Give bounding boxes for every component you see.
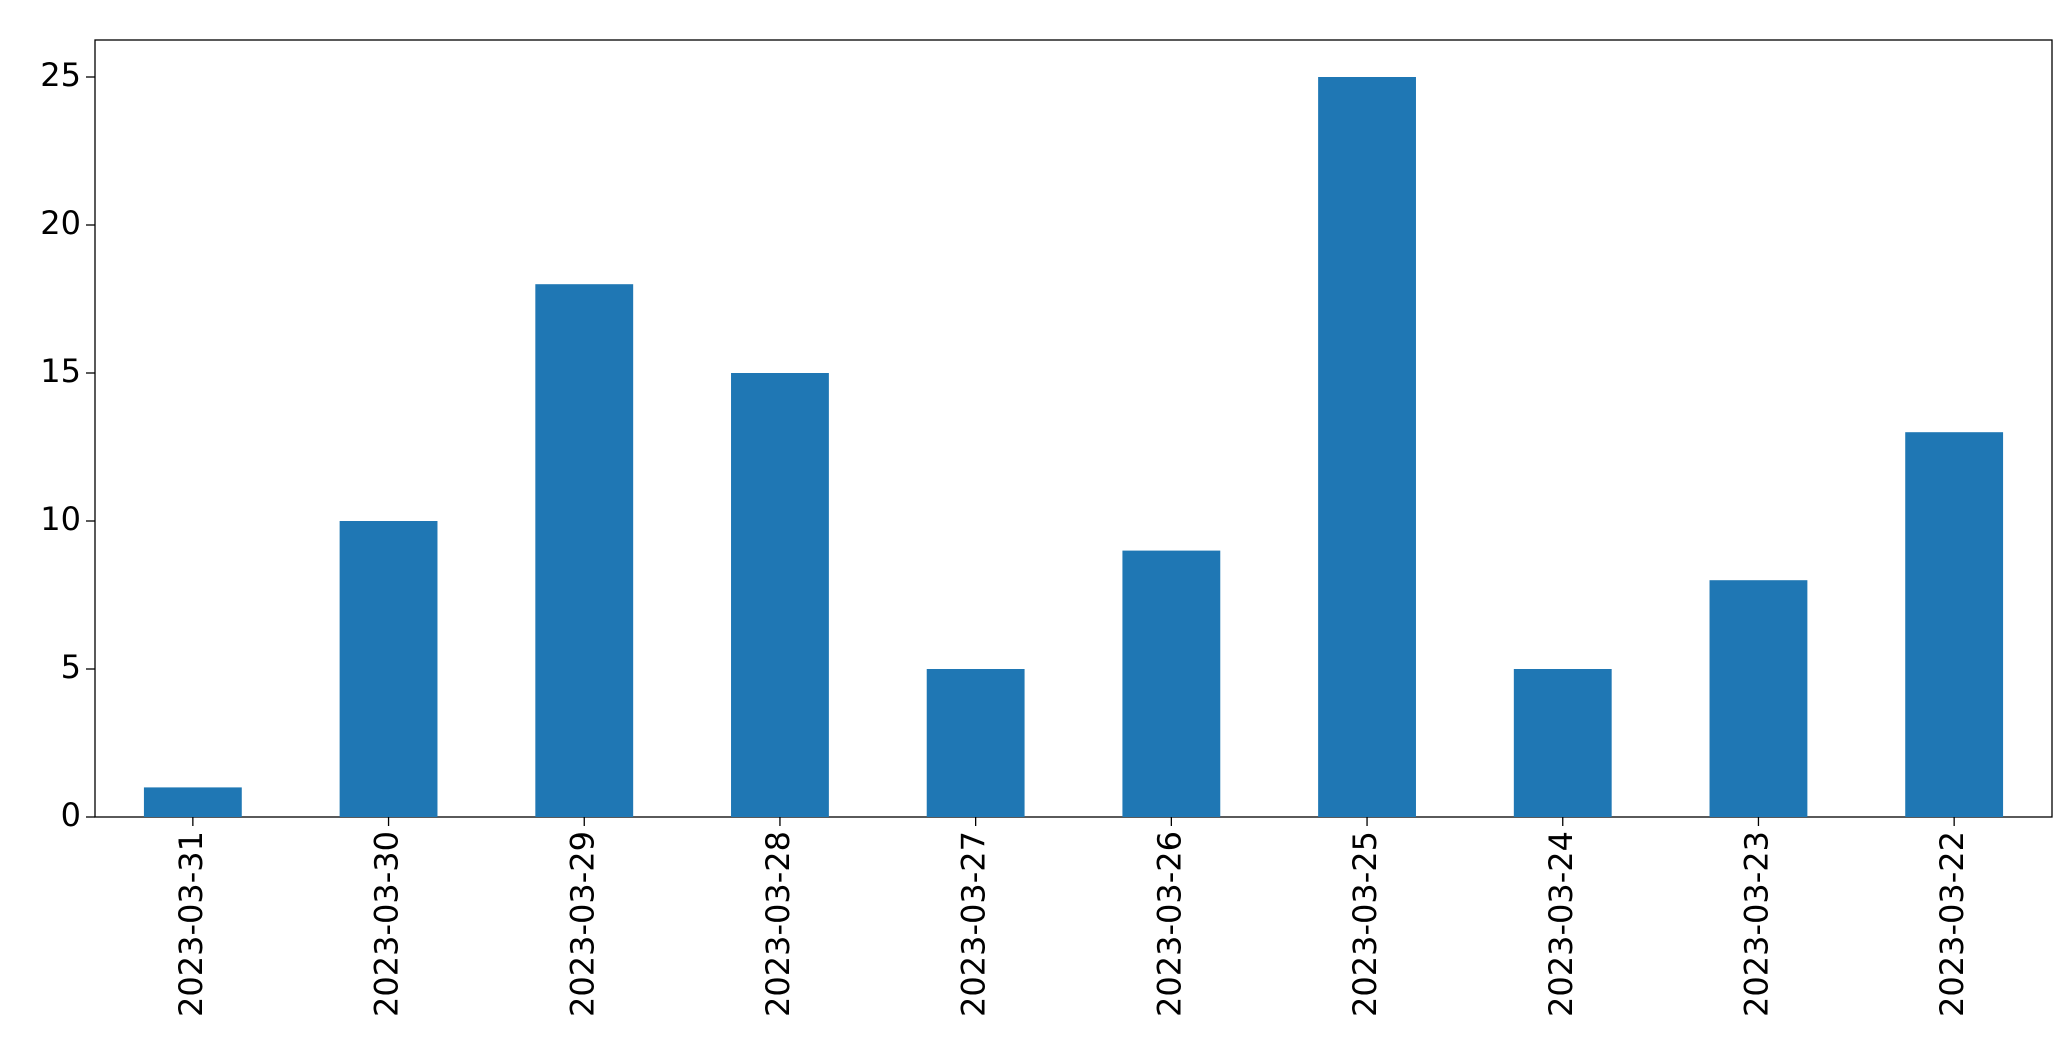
x-tick-label: 2023-03-23 [1737, 831, 1775, 1017]
bar [926, 669, 1025, 817]
bar [143, 787, 242, 817]
x-tick-label: 2023-03-28 [759, 831, 797, 1017]
y-tick-label: 25 [40, 56, 81, 94]
bar [1122, 550, 1221, 817]
y-tick-label: 10 [40, 500, 81, 538]
x-tick-label: 2023-03-25 [1346, 831, 1384, 1017]
bar [535, 284, 634, 817]
bar [1513, 669, 1612, 817]
x-tick-label: 2023-03-29 [563, 831, 601, 1017]
bar [1709, 580, 1808, 817]
x-tick-label: 2023-03-27 [955, 831, 993, 1017]
y-tick-label: 15 [40, 352, 81, 390]
bar [1905, 432, 2004, 817]
y-tick-label: 0 [61, 796, 81, 834]
y-tick-label: 20 [40, 204, 81, 242]
x-tick-label: 2023-03-22 [1933, 831, 1971, 1017]
bar [339, 521, 438, 817]
x-tick-label: 2023-03-24 [1542, 831, 1580, 1017]
x-tick-label: 2023-03-31 [172, 831, 210, 1017]
bar [731, 373, 829, 817]
bar [1318, 77, 1416, 817]
x-tick-label: 2023-03-30 [368, 831, 406, 1017]
x-tick-label: 2023-03-26 [1150, 831, 1188, 1017]
y-tick-label: 5 [61, 648, 81, 686]
plot-frame [94, 39, 2053, 818]
